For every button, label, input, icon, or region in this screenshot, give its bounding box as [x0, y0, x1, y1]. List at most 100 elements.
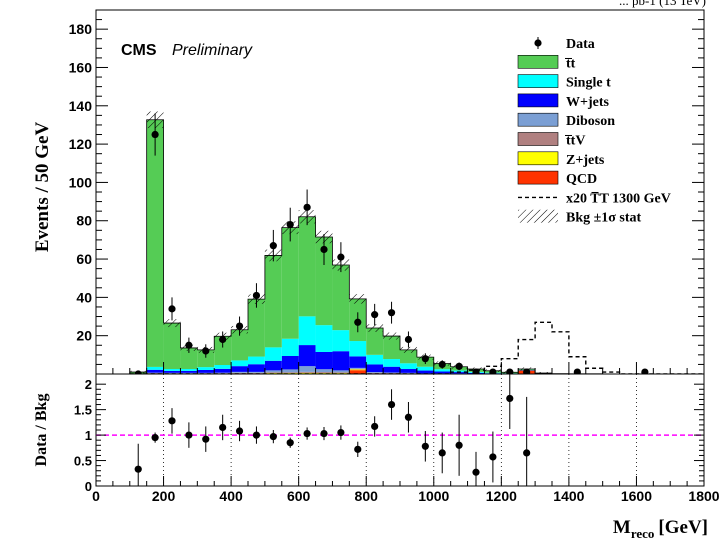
- legend-label-2: Single t: [566, 76, 611, 91]
- stack-bar-6-7: [248, 299, 265, 357]
- stack-bar-4-6: [231, 366, 248, 372]
- x-tick-label-200: 200: [152, 488, 176, 504]
- stack-bar-5-3: [180, 369, 198, 371]
- legend-label-3: W+jets: [566, 95, 610, 110]
- x-tick-label-1400: 1400: [553, 488, 584, 504]
- legend: Data t̅t Single t W+jets Diboson t̅tV Z+jets QC…: [517, 37, 671, 226]
- legend-swatch-5: [517, 132, 559, 146]
- stack-bar-6-1: [146, 119, 164, 367]
- legend-label-9: Bkg ±1σ stat: [566, 211, 642, 226]
- stack-bar-4-4: [197, 369, 215, 373]
- stack-bar-4-1: [146, 369, 164, 373]
- stack-bar-5-10: [298, 316, 316, 346]
- stack-bar-3-15: [383, 372, 400, 374]
- data-point-17: [421, 355, 429, 363]
- x-axis: 0 200 400 600 800 1000 1200 1400 1600 1800: [92, 476, 720, 504]
- stat-band-bin-2: [163, 319, 181, 328]
- stack-bar-5-16: [400, 363, 417, 370]
- stat-band-bin-14: [366, 324, 384, 332]
- legend-swatch-3: [517, 93, 559, 108]
- stat-band-bin-24: [535, 371, 552, 374]
- stack-bar-3-12: [332, 370, 350, 373]
- ratio-point-8: [269, 433, 277, 441]
- stack-bar-2-1: [146, 373, 164, 374]
- ratio-point-19: [455, 441, 463, 449]
- data-point-7: [252, 291, 261, 300]
- ratio-plot: 0 0.5 1 1.5 2 0 200 400 600 800 1000 1200 1400 1600 1…: [33, 373, 720, 540]
- legend-label-7: QCD: [566, 172, 597, 187]
- y-tick-label-40: 40: [76, 289, 92, 305]
- y-tick-label-80: 80: [76, 213, 92, 229]
- stack-bar-2-4: [197, 373, 215, 374]
- data-point-14: [371, 311, 379, 319]
- stack-bar-2-14: [366, 372, 384, 374]
- data-point-3: [185, 341, 193, 349]
- stack-bar-3-4: [197, 372, 215, 374]
- stack-bar-5-1: [146, 366, 164, 370]
- x-tick-label-0: 0: [92, 488, 100, 504]
- stack-bar-4-10: [298, 345, 316, 367]
- stack-bar-2-7: [248, 372, 265, 374]
- data-points: [134, 113, 649, 378]
- data-point-12: [337, 253, 345, 261]
- stack-bar-5-17: [416, 366, 434, 371]
- data-point-6: [235, 322, 244, 330]
- legend-label-6: Z+jets: [566, 153, 605, 168]
- ratio-y-tick-label-1: 0.5: [74, 454, 92, 469]
- stack-bar-5-6: [231, 360, 248, 367]
- data-point-2: [168, 305, 176, 313]
- data-point-19: [455, 362, 463, 370]
- data-point-18: [438, 360, 446, 369]
- ratio-point-5: [219, 423, 227, 432]
- y-axis: 20 40 60 80 100 120 140 160 180: [69, 9, 705, 374]
- stack-bar-6-5: [214, 336, 232, 365]
- stack-bar-6-4: [197, 349, 215, 368]
- stack-bar-3-9: [281, 369, 299, 373]
- stack-bar-5-15: [383, 359, 400, 367]
- stack-bar-6-10: [298, 216, 316, 317]
- legend-swatch-6: [517, 151, 559, 166]
- stat-band-bin-15: [383, 332, 400, 340]
- stack-bar-6-2: [163, 323, 181, 370]
- stat-band-bin-16: [400, 346, 417, 353]
- ratio-points: [134, 374, 531, 486]
- stack-bar-5-18: [433, 369, 451, 372]
- ratio-point-3: [185, 431, 193, 439]
- ratio-y-tick-label-2: 1: [85, 428, 92, 443]
- legend-swatch-1: [517, 54, 559, 69]
- x-tick-label-1200: 1200: [486, 488, 517, 504]
- stack-bar-3-7: [248, 371, 265, 373]
- stack-bar-4-16: [400, 369, 417, 373]
- stack-bar-4-3: [180, 370, 198, 373]
- stack-bar-6-3: [180, 347, 198, 370]
- ratio-point-10: [303, 429, 311, 438]
- data-point-1: [151, 130, 159, 139]
- stack-bar-4-9: [281, 355, 299, 370]
- stack-bar-3-3: [180, 372, 198, 374]
- stack-bar-3-11: [315, 369, 333, 373]
- legend-label-0: Data: [566, 37, 595, 52]
- stack-bar-0-13: [349, 370, 367, 374]
- y-axis-label: Events / 50 GeV: [32, 122, 53, 253]
- stack-bar-4-18: [433, 371, 451, 374]
- legend-swatch-7: [517, 170, 559, 185]
- ratio-plot-frame: [95, 373, 705, 487]
- stack-bar-4-13: [349, 356, 367, 368]
- cms-label: CMS: [121, 42, 157, 59]
- stack-bar-2-16: [400, 373, 417, 374]
- stat-band-bin-13: [349, 294, 367, 304]
- stack-bar-3-8: [264, 370, 282, 373]
- x-tick-label-800: 800: [355, 488, 379, 504]
- ratio-point-6: [235, 427, 244, 435]
- stack-bar-2-13: [349, 368, 367, 370]
- legend-label-8: x20 T̅T 1300 GeV: [566, 190, 671, 206]
- stack-bar-5-4: [197, 367, 215, 370]
- ratio-y-axis: 0 0.5 1 1.5 2: [74, 377, 704, 494]
- y-tick-label-60: 60: [76, 251, 92, 267]
- data-point-8: [269, 242, 277, 250]
- data-point-11: [320, 245, 328, 254]
- x-tick-label-600: 600: [287, 488, 311, 504]
- stack-bar-5-8: [264, 347, 282, 361]
- ratio-point-18: [438, 449, 446, 457]
- stack-bar-6-16: [400, 349, 417, 364]
